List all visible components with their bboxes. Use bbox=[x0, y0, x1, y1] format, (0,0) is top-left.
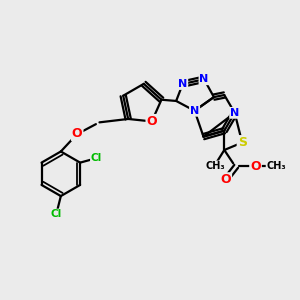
Text: N: N bbox=[200, 74, 209, 84]
Text: CH₃: CH₃ bbox=[266, 161, 286, 171]
Text: O: O bbox=[220, 173, 231, 186]
Text: N: N bbox=[178, 79, 187, 89]
Text: O: O bbox=[72, 127, 83, 140]
Text: Cl: Cl bbox=[51, 209, 62, 220]
Text: O: O bbox=[146, 115, 157, 128]
Text: N: N bbox=[190, 106, 199, 116]
Text: O: O bbox=[250, 160, 261, 173]
Text: Cl: Cl bbox=[91, 153, 102, 163]
Text: N: N bbox=[230, 108, 239, 118]
Text: S: S bbox=[238, 136, 247, 149]
Text: CH₃: CH₃ bbox=[206, 161, 225, 171]
